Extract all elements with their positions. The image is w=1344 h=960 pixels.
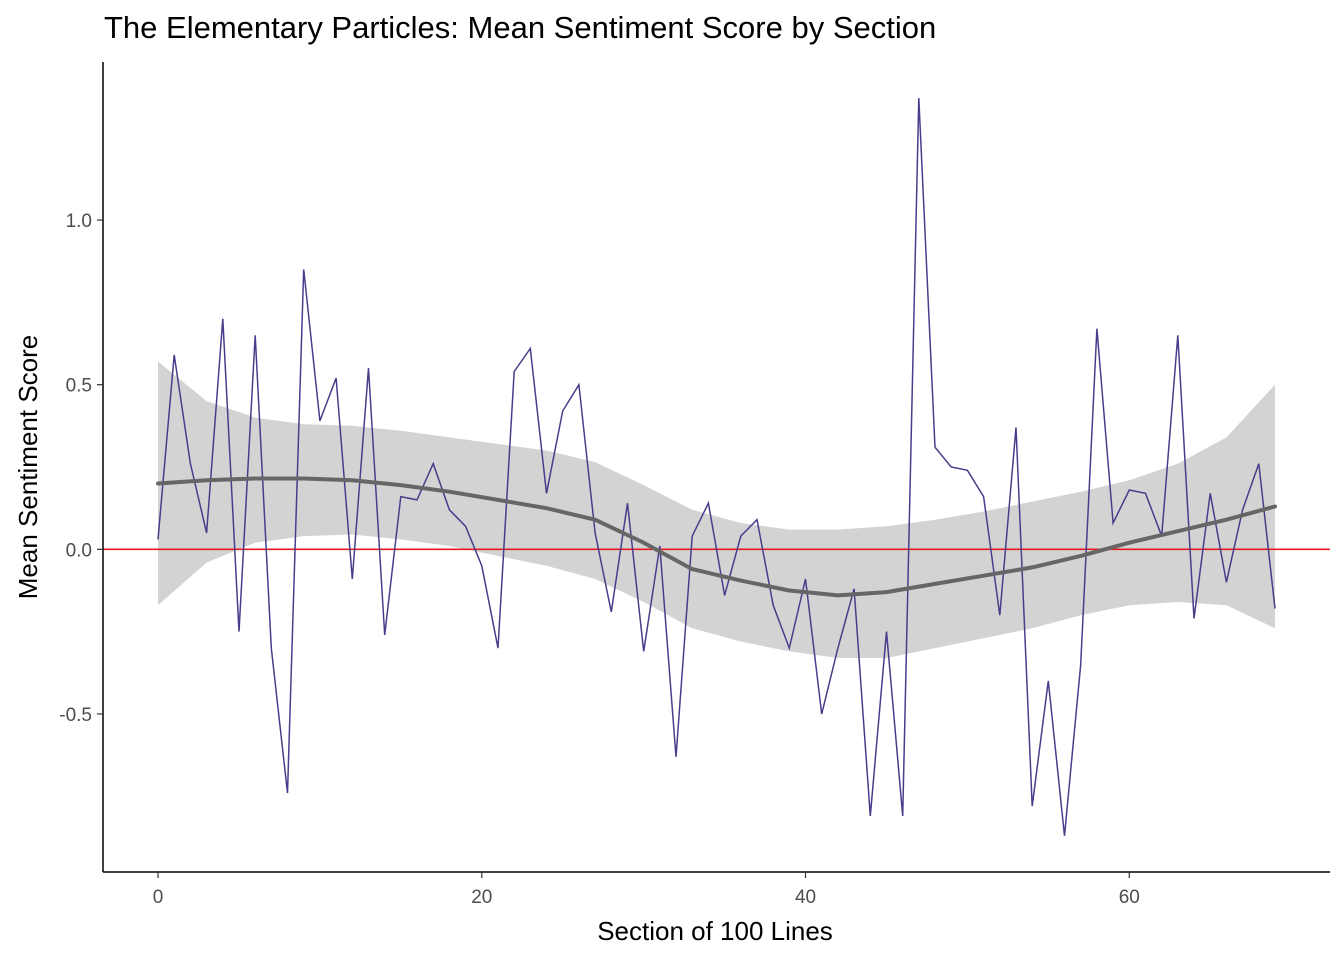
x-tick-label: 20 — [471, 887, 492, 908]
x-tick-label: 40 — [795, 887, 816, 908]
y-tick-label: 1.0 — [66, 211, 92, 232]
smooth-trend-line — [156, 476, 1277, 598]
y-axis-title: Mean Sentiment Score — [13, 335, 43, 599]
x-axis-title: Section of 100 Lines — [597, 916, 833, 946]
x-tick-label: 0 — [153, 887, 164, 908]
x-tick-label: 60 — [1119, 887, 1140, 908]
smooth-series-layer — [156, 476, 1277, 598]
y-tick-label: 0.0 — [66, 540, 92, 561]
axes-layer: 0 20 40 60 -0.5 0.0 0.5 1.0 — [59, 62, 1330, 908]
y-tick-label: 0.5 — [66, 376, 92, 397]
y-tick-label: -0.5 — [59, 705, 92, 726]
chart-title: The Elementary Particles: Mean Sentiment… — [104, 10, 937, 45]
